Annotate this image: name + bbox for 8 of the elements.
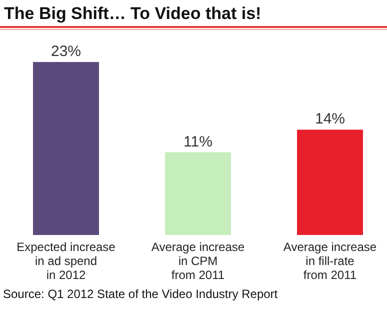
x-tick-label: Average increase in fill-rate from 2011	[283, 240, 377, 282]
data-label: 11%	[184, 133, 212, 150]
data-label: 14%	[314, 110, 346, 128]
x-tick-label: Average increase in CPM from 2011	[151, 240, 245, 282]
x-tick-label: Expected increase in ad spend in 2012	[16, 240, 116, 282]
data-label: 23%	[50, 43, 82, 60]
chart-title: The Big Shift… To Video that is!	[4, 4, 262, 23]
source-note: Source: Q1 2012 State of the Video Industry Report	[3, 287, 278, 301]
